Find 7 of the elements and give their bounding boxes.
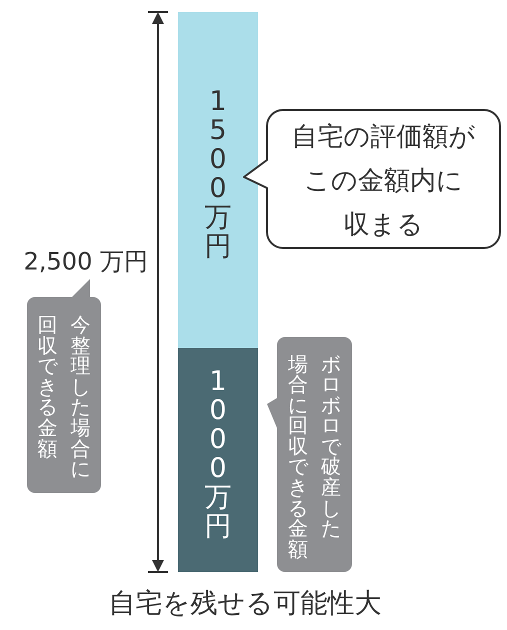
data-label: 1000万円 xyxy=(204,366,232,542)
data-label: 1500万円 xyxy=(204,86,232,262)
x-axis-title: 自宅を残せる可能性大 xyxy=(108,588,382,620)
text: ボロボロで破産した場合に回収できる金額 xyxy=(288,352,341,561)
total-label: 2,500 万円 xyxy=(24,248,148,277)
text: 今整理した場合に回収できる金額 xyxy=(38,312,90,481)
text: 自宅の評価額がこの金額内に収まる xyxy=(292,121,476,242)
